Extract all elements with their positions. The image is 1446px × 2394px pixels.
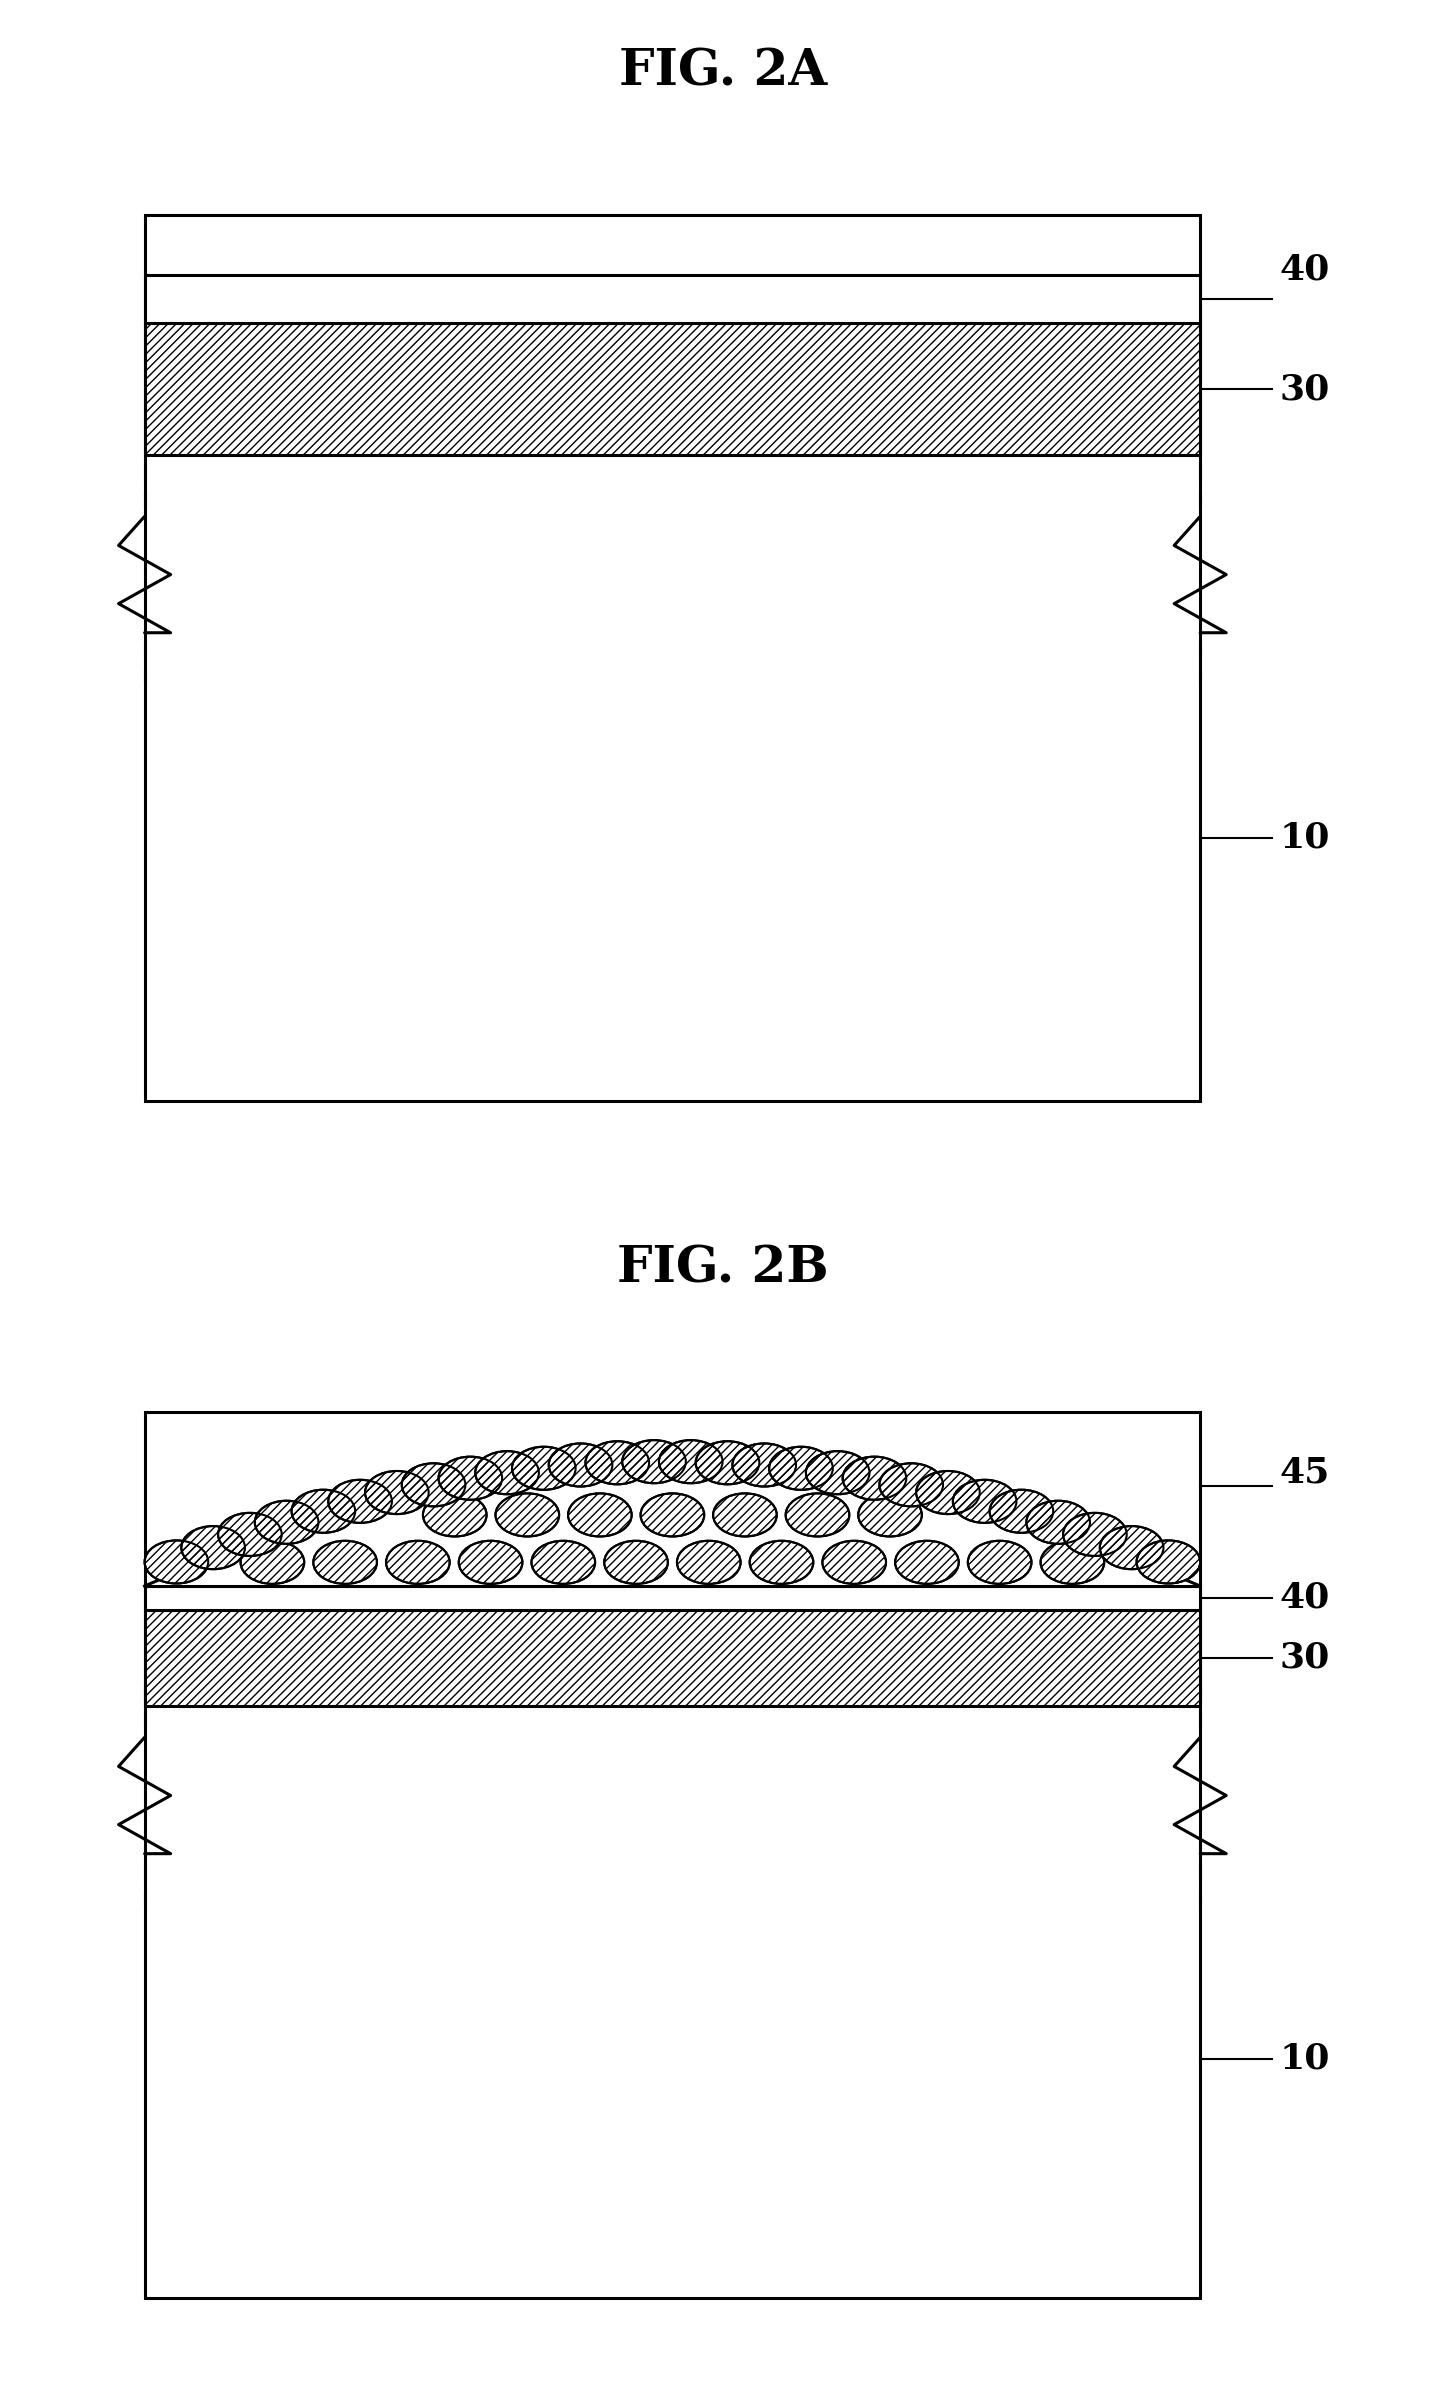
Ellipse shape: [240, 1542, 304, 1585]
Bar: [145, 1585, 1200, 1609]
Ellipse shape: [1100, 1525, 1164, 1568]
Ellipse shape: [548, 1444, 612, 1487]
Ellipse shape: [749, 1542, 813, 1585]
Ellipse shape: [386, 1542, 450, 1585]
Ellipse shape: [292, 1489, 356, 1532]
Ellipse shape: [568, 1494, 632, 1537]
Bar: [145, 275, 1200, 323]
Ellipse shape: [512, 1446, 576, 1489]
Ellipse shape: [733, 1444, 797, 1487]
Ellipse shape: [476, 1451, 539, 1494]
Ellipse shape: [218, 1513, 282, 1556]
Ellipse shape: [1137, 1539, 1200, 1582]
Text: 30: 30: [1280, 371, 1330, 407]
Ellipse shape: [496, 1494, 560, 1537]
Ellipse shape: [1041, 1542, 1105, 1585]
Ellipse shape: [1027, 1501, 1090, 1544]
Ellipse shape: [917, 1470, 980, 1513]
Ellipse shape: [328, 1479, 392, 1523]
Text: FIG. 2B: FIG. 2B: [617, 1245, 829, 1293]
Ellipse shape: [622, 1441, 685, 1484]
Ellipse shape: [532, 1542, 596, 1585]
Polygon shape: [145, 1472, 1200, 1587]
Ellipse shape: [402, 1463, 466, 1506]
Text: 40: 40: [1280, 1580, 1330, 1616]
Ellipse shape: [677, 1542, 740, 1585]
Bar: [145, 1609, 1200, 1705]
Ellipse shape: [785, 1494, 849, 1537]
Ellipse shape: [895, 1542, 959, 1585]
Ellipse shape: [641, 1494, 704, 1537]
Ellipse shape: [859, 1494, 923, 1537]
Ellipse shape: [586, 1441, 649, 1484]
Bar: [145, 323, 1200, 455]
Text: 45: 45: [1280, 1456, 1330, 1489]
Ellipse shape: [843, 1456, 907, 1499]
Text: 10: 10: [1280, 821, 1330, 855]
Ellipse shape: [769, 1446, 833, 1489]
Ellipse shape: [604, 1542, 668, 1585]
Ellipse shape: [989, 1489, 1053, 1532]
Text: 40: 40: [1280, 251, 1330, 287]
Ellipse shape: [438, 1456, 502, 1499]
Ellipse shape: [823, 1542, 886, 1585]
Ellipse shape: [1063, 1513, 1126, 1556]
Text: 30: 30: [1280, 1640, 1330, 1676]
Ellipse shape: [145, 1539, 208, 1582]
Bar: [145, 215, 1200, 1101]
Ellipse shape: [314, 1542, 377, 1585]
Ellipse shape: [879, 1463, 943, 1506]
Ellipse shape: [254, 1501, 318, 1544]
Ellipse shape: [967, 1542, 1031, 1585]
Ellipse shape: [805, 1451, 869, 1494]
Ellipse shape: [422, 1494, 486, 1537]
Ellipse shape: [953, 1479, 1017, 1523]
Text: 10: 10: [1280, 2042, 1330, 2076]
Ellipse shape: [713, 1494, 777, 1537]
Ellipse shape: [458, 1542, 522, 1585]
Bar: [145, 1412, 1200, 2298]
Ellipse shape: [696, 1441, 759, 1484]
Ellipse shape: [659, 1441, 723, 1484]
Ellipse shape: [364, 1470, 428, 1513]
Ellipse shape: [181, 1525, 244, 1568]
Text: FIG. 2A: FIG. 2A: [619, 48, 827, 96]
